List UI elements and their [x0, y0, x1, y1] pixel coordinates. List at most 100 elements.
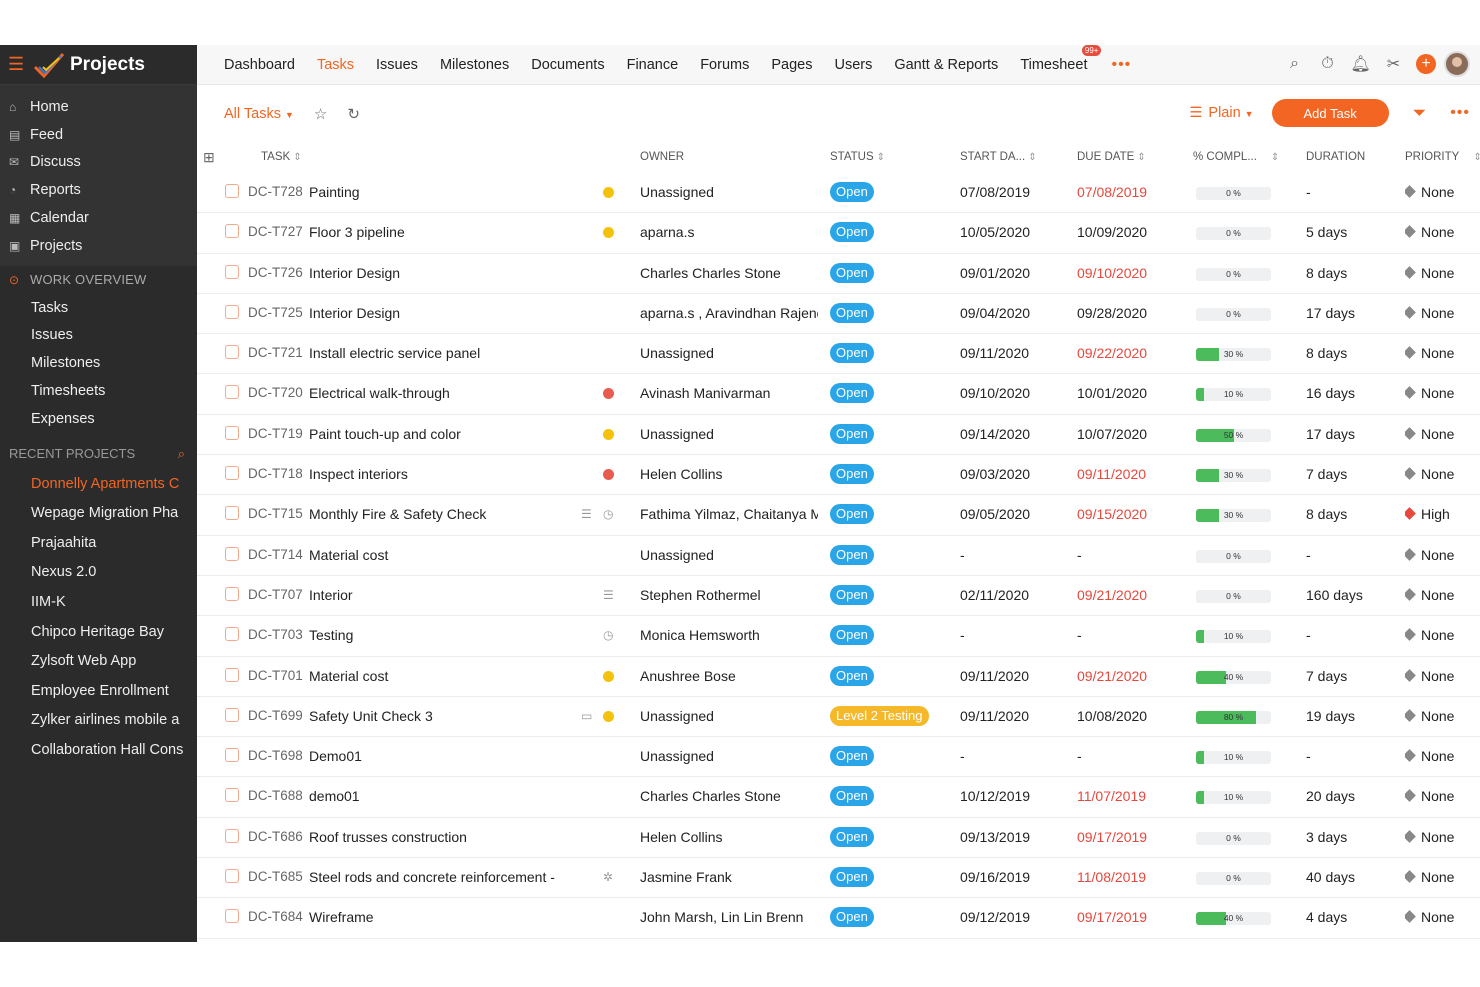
priority[interactable]: None	[1405, 184, 1454, 200]
priority[interactable]: None	[1405, 426, 1454, 442]
status-badge[interactable]: Open	[830, 262, 874, 283]
tab-dashboard[interactable]: Dashboard	[224, 57, 295, 73]
task-owner[interactable]: Charles Charles Stone	[640, 788, 781, 805]
status-badge[interactable]: Open	[830, 625, 874, 646]
task-owner[interactable]: Fathima Yilmaz, Chaitanya Me	[640, 506, 818, 523]
priority[interactable]: None	[1405, 869, 1454, 885]
add-task-button[interactable]: Add Task	[1271, 99, 1389, 127]
status-badge[interactable]: Open	[830, 464, 874, 485]
recent-project-item[interactable]: Employee Enrollment	[31, 682, 169, 699]
tab-gantt-reports[interactable]: Gantt & Reports	[894, 57, 998, 73]
work-item-milestones[interactable]: Milestones	[31, 355, 101, 372]
work-item-issues[interactable]: Issues	[31, 327, 73, 344]
timer-icon[interactable]: ⏱	[1321, 55, 1334, 72]
tab-documents[interactable]: Documents	[531, 57, 604, 73]
status-badge[interactable]: Open	[830, 302, 874, 323]
status-badge[interactable]: Open	[830, 826, 874, 847]
sidebar-item-feed[interactable]: ▤ Feed	[0, 121, 197, 149]
tab-milestones[interactable]: Milestones	[440, 57, 509, 73]
task-name[interactable]: Electrical walk-through	[309, 385, 450, 402]
search-icon[interactable]: ⌕	[1290, 55, 1299, 72]
task-owner[interactable]: Unassigned	[640, 345, 714, 362]
status-badge[interactable]: Open	[830, 665, 874, 686]
sidebar-item-calendar[interactable]: ▦ Calendar	[0, 204, 197, 232]
priority[interactable]: None	[1405, 788, 1454, 804]
status-badge[interactable]: Open	[830, 383, 874, 404]
layout-selector[interactable]: ☰ Plain ▼	[1189, 105, 1253, 121]
column-completion[interactable]: % COMPL... ⇕	[1193, 151, 1279, 163]
user-avatar[interactable]	[1444, 51, 1470, 77]
task-checkbox[interactable]	[225, 224, 239, 239]
sidebar-item-projects[interactable]: ▣ Projects	[0, 232, 197, 260]
table-row[interactable]: DC-T726 Interior Design Charles Charles St…	[197, 254, 1480, 294]
task-owner[interactable]: Unassigned	[640, 546, 714, 563]
hamburger-menu-icon[interactable]: ☰	[8, 54, 25, 74]
task-name[interactable]: Interior	[309, 586, 353, 603]
table-row[interactable]: DC-T686 Roof trusses construction Helen Co…	[197, 818, 1480, 859]
recent-project-item[interactable]: Zylker airlines mobile a	[31, 712, 180, 729]
priority[interactable]: None	[1405, 587, 1454, 603]
table-row[interactable]: DC-T701 Material cost Anushree Bose Open 09/…	[197, 657, 1480, 697]
tab-pages[interactable]: Pages	[771, 57, 812, 73]
task-owner[interactable]: Unassigned	[640, 748, 714, 765]
table-row[interactable]: DC-T719 Paint touch-up and color Unassigne…	[197, 415, 1480, 456]
search-projects-icon[interactable]: ⌕	[177, 445, 185, 461]
table-row[interactable]: DC-T728 Painting Unassigned Open 07/08/2019 0…	[197, 173, 1480, 214]
task-name[interactable]: Steel rods and concrete reinforcement -	[309, 869, 555, 886]
task-name[interactable]: Inspect interiors	[309, 466, 408, 483]
task-owner[interactable]: Jasmine Frank	[640, 869, 732, 886]
recent-project-item[interactable]: Zylsoft Web App	[31, 653, 137, 670]
column-priority[interactable]: PRIORITY ⇕	[1405, 151, 1480, 163]
status-badge[interactable]: Open	[830, 746, 874, 767]
tools-icon[interactable]: ✂	[1386, 56, 1401, 73]
task-owner[interactable]: Anushree Bose	[640, 667, 736, 684]
status-badge[interactable]: Open	[830, 544, 874, 565]
task-name[interactable]: Interior Design	[309, 304, 401, 321]
task-owner[interactable]: aparna.s , Aravindhan Rajendi	[640, 304, 818, 321]
priority[interactable]: None	[1405, 748, 1454, 764]
star-icon[interactable]: ☆	[313, 106, 328, 123]
more-options-icon[interactable]: •••	[1450, 104, 1470, 121]
table-row[interactable]: DC-T715 Monthly Fire & Safety Check ◷ ☰ Fath…	[197, 495, 1480, 536]
recent-project-item[interactable]: Collaboration Hall Cons	[31, 741, 184, 758]
priority[interactable]: None	[1405, 909, 1454, 925]
priority[interactable]: None	[1405, 547, 1454, 563]
task-owner[interactable]: Unassigned	[640, 425, 714, 442]
table-row[interactable]: DC-T703 Testing ◷ Monica Hemsworth Open - - 10 …	[197, 616, 1480, 657]
recent-project-item[interactable]: Donnelly Apartments C	[31, 475, 180, 492]
task-checkbox[interactable]	[225, 828, 239, 843]
tab-finance[interactable]: Finance	[627, 57, 679, 73]
task-checkbox[interactable]	[225, 184, 239, 198]
table-row[interactable]: DC-T699 Safety Unit Check 3 ▭ Unassigned Lev…	[197, 697, 1480, 738]
task-checkbox[interactable]	[225, 707, 239, 722]
status-badge[interactable]: Open	[830, 182, 874, 202]
priority[interactable]: None	[1405, 385, 1454, 401]
sidebar-item-reports[interactable]: ◔ Reports	[0, 176, 197, 204]
column-status[interactable]: STATUS ⇕	[830, 151, 885, 163]
table-row[interactable]: DC-T725 Interior Design aparna.s , Aravind…	[197, 294, 1480, 335]
priority[interactable]: None	[1405, 305, 1454, 321]
priority[interactable]: None	[1405, 829, 1454, 845]
status-badge[interactable]: Open	[830, 907, 874, 928]
status-badge[interactable]: Open	[830, 423, 874, 444]
status-badge[interactable]: Open	[830, 504, 874, 525]
column-settings-icon[interactable]: ⊞	[203, 149, 215, 165]
task-owner[interactable]: Charles Charles Stone	[640, 264, 781, 281]
recent-project-item[interactable]: Nexus 2.0	[31, 564, 97, 581]
task-owner[interactable]: Avinash Manivarman	[640, 385, 771, 402]
task-name[interactable]: Wireframe	[309, 909, 374, 926]
task-name[interactable]: Safety Unit Check 3	[309, 707, 433, 724]
filter-icon[interactable]: ⏷	[1412, 103, 1427, 122]
more-tabs-icon[interactable]: •••	[1111, 55, 1132, 73]
sidebar-item-home[interactable]: ⌂ Home	[0, 93, 197, 121]
table-row[interactable]: DC-T698 Demo01 Unassigned Open - - 10 % - None	[197, 737, 1480, 778]
tab-timesheet[interactable]: Timesheet 99+	[1020, 44, 1102, 73]
table-row[interactable]: DC-T721 Install electric service panel Una…	[197, 334, 1480, 375]
column-task[interactable]: TASK ⇕	[261, 151, 302, 163]
refresh-icon[interactable]: ↻	[347, 106, 360, 123]
work-item-tasks[interactable]: Tasks	[31, 299, 69, 316]
task-checkbox[interactable]	[225, 385, 239, 400]
status-badge[interactable]: Open	[830, 867, 874, 888]
table-row[interactable]: DC-T688 demo01 Charles Charles Stone Open 10…	[197, 777, 1480, 818]
task-owner[interactable]: John Marsh, Lin Lin Brenn	[640, 909, 804, 926]
